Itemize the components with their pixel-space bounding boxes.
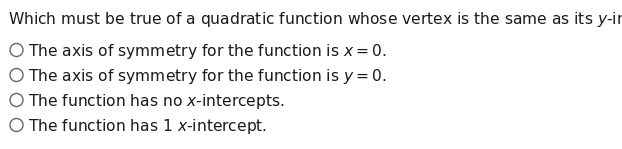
Text: The axis of symmetry for the function is $x = 0$.: The axis of symmetry for the function is…	[28, 42, 387, 61]
Circle shape	[10, 69, 23, 82]
Circle shape	[10, 44, 23, 56]
Text: Which must be true of a quadratic function whose vertex is the same as its $y$-i: Which must be true of a quadratic functi…	[8, 10, 622, 29]
Text: The function has 1 $x$-intercept.: The function has 1 $x$-intercept.	[28, 117, 267, 136]
Circle shape	[10, 118, 23, 132]
Text: The axis of symmetry for the function is $y = 0$.: The axis of symmetry for the function is…	[28, 67, 387, 86]
Text: The function has no $x$-intercepts.: The function has no $x$-intercepts.	[28, 92, 285, 111]
Circle shape	[10, 94, 23, 107]
